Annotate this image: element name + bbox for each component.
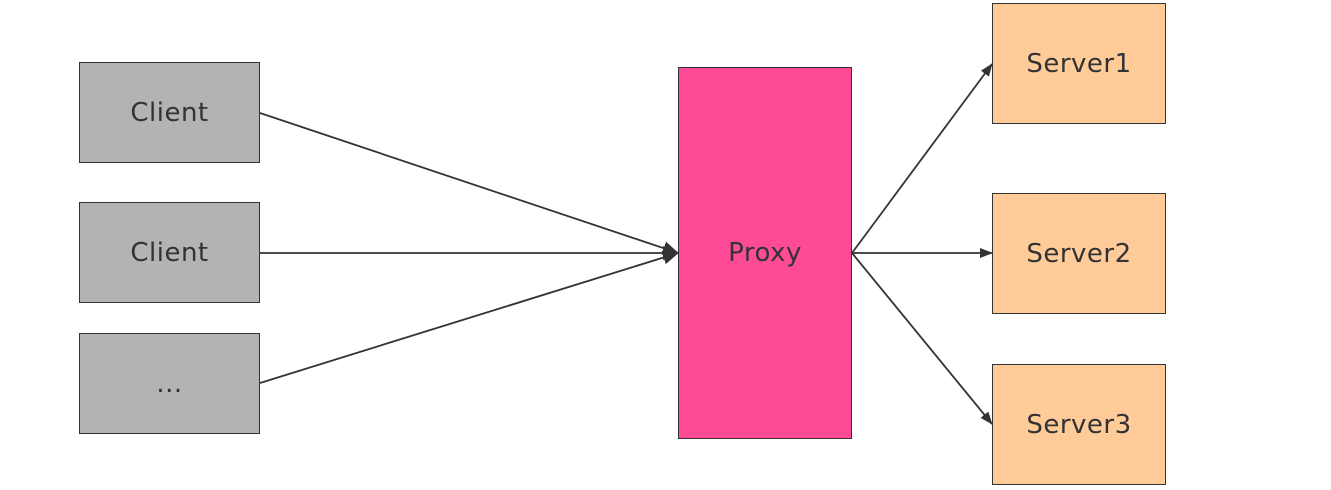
proxy-node: Proxy — [678, 67, 852, 439]
server-node-1: Server1 — [992, 3, 1166, 124]
server-node-label: Server3 — [1026, 409, 1132, 440]
client-node-1: Client — [79, 62, 260, 163]
arrow-proxy-to-server1 — [851, 63, 993, 254]
arrow-client1-to-proxy — [259, 112, 679, 255]
client-node-2: Client — [79, 202, 260, 303]
client-node-label: Client — [130, 237, 209, 268]
client-node-label: ... — [156, 368, 183, 399]
server-node-label: Server2 — [1026, 238, 1132, 269]
arrow-proxy-to-server3 — [851, 252, 993, 425]
arrow-client3-to-proxy — [259, 250, 679, 384]
server-node-2: Server2 — [992, 193, 1166, 314]
server-node-label: Server1 — [1026, 48, 1132, 79]
proxy-node-label: Proxy — [728, 238, 802, 268]
server-node-3: Server3 — [992, 364, 1166, 485]
client-node-label: Client — [130, 97, 209, 128]
client-node-more: ... — [79, 333, 260, 434]
